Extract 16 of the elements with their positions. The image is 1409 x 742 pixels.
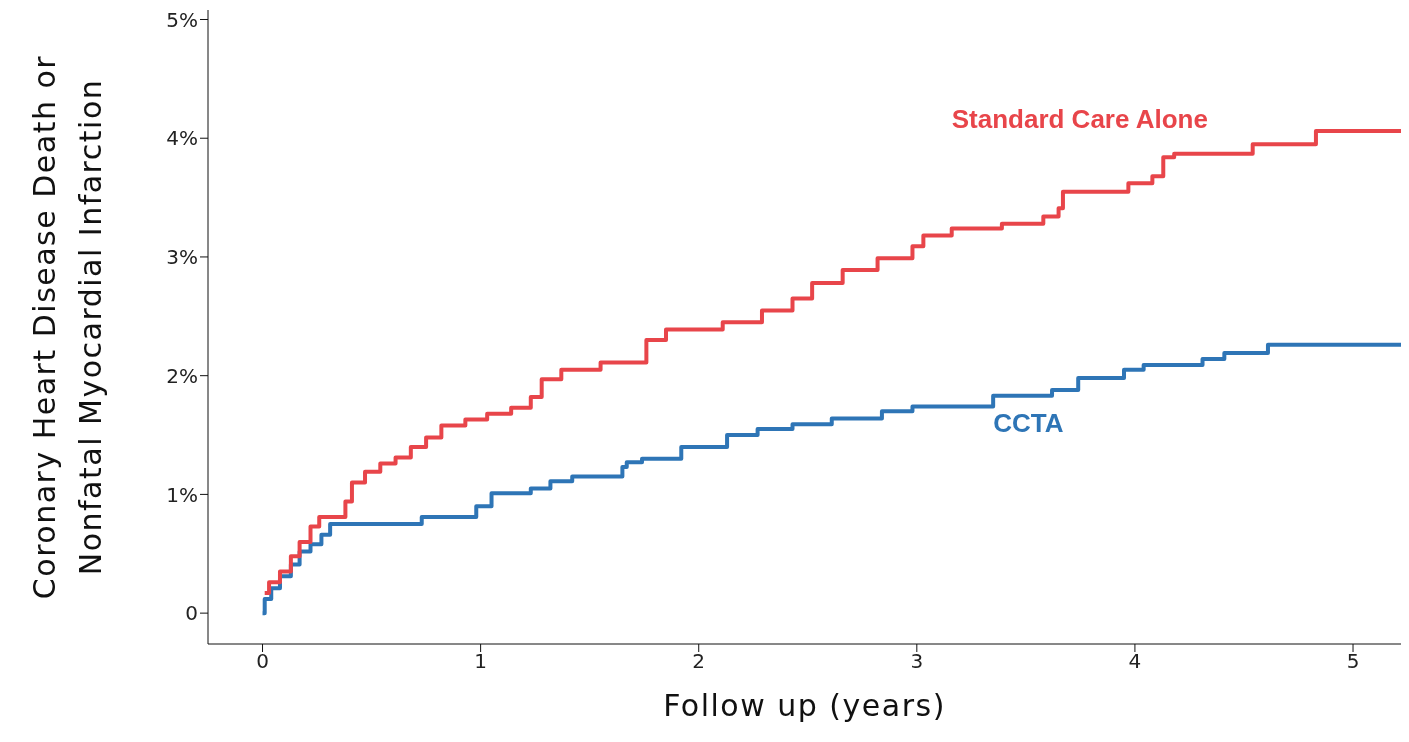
y-tick-label: 5% — [166, 7, 198, 32]
x-axis-title: Follow up (years) — [663, 688, 946, 723]
y-tick-label: 0 — [185, 601, 198, 626]
y-axis-title: Coronary Heart Disease Death or Nonfatal Myocardial Infarction — [27, 54, 108, 600]
x-tick-label: 2 — [692, 649, 706, 674]
y-tick-label: 4% — [166, 126, 198, 151]
y-tick-label: 1% — [166, 482, 198, 507]
x-tick-label: 0 — [256, 649, 269, 674]
series-label: Standard Care Alone — [951, 104, 1208, 135]
x-tick-label: 4 — [1128, 649, 1142, 674]
y-tick-label: 2% — [166, 363, 198, 388]
x-tick-label: 3 — [910, 649, 924, 674]
x-tick-label: 5 — [1346, 649, 1360, 674]
x-tick-label: 1 — [474, 649, 487, 674]
series-label: CCTA — [993, 407, 1064, 438]
y-tick-label: 3% — [166, 245, 198, 270]
